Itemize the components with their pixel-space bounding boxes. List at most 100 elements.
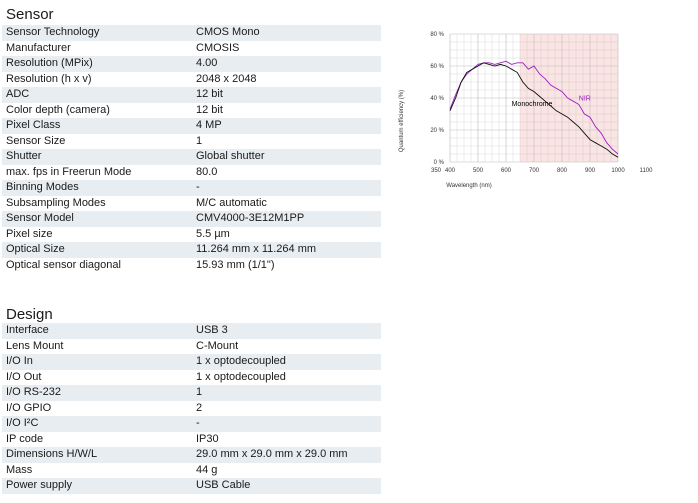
spec-key: Optical Size [2,242,192,258]
sensor-row: Pixel Class 4 MP [2,118,381,134]
series-label-monochrome: Monochrome [512,101,553,108]
x-tick-label: 600 [501,168,512,174]
sensor-row: Sensor Technology CMOS Mono [2,25,381,41]
spec-value: 4.00 [192,56,381,72]
spec-key: ADC [2,87,192,103]
spec-key: Resolution (h x v) [2,71,192,87]
design-row: Dimensions H/W/L 29.0 mm x 29.0 mm x 29.0… [2,447,381,463]
x-tick-label: 900 [585,168,596,174]
x-tick-label: 700 [529,168,540,174]
quantum-efficiency-chart: NIR Monochrome 350 400 500 600 700 800 900 1000 1… [399,32,654,189]
spec-key: I/O In [2,354,192,370]
spec-key: Power supply [2,478,192,494]
sensor-row: Resolution (MPix) 4.00 [2,56,381,72]
spec-key: max. fps in Freerun Mode [2,164,192,180]
series-line-nir [449,60,619,155]
x-axis-label: Wavelength (nm) [446,183,491,189]
sensor-row: Binning Modes - [2,180,381,196]
spec-value: 11.264 mm x 11.264 mm [192,242,381,258]
spec-value: USB Cable [192,478,381,494]
design-row: Power supply USB Cable [2,478,381,494]
spec-value: 80.0 [192,164,381,180]
spec-value: Global shutter [192,149,381,165]
sensor-row: Sensor Model CMV4000-3E12M1PP [2,211,381,227]
design-row: I/O GPIO 2 [2,400,381,416]
sensor-spec-table: Sensor Technology CMOS Mono Manufacturer CM… [2,25,381,273]
spec-key: Binning Modes [2,180,192,196]
spec-key: Shutter [2,149,192,165]
sensor-row: Optical Size 11.264 mm x 11.264 mm [2,242,381,258]
spec-key: Pixel Class [2,118,192,134]
x-tick-label: 1000 [611,168,625,174]
y-tick-label: 80 % [430,32,444,38]
spec-key: IP code [2,431,192,447]
x-tick-label: 350 [431,168,442,174]
spec-value: C-Mount [192,338,381,354]
spec-key: I/O Out [2,369,192,385]
design-row: I/O RS-232 1 [2,385,381,401]
spec-key: I/O RS-232 [2,385,192,401]
design-row: Lens Mount C-Mount [2,338,381,354]
spec-value: 2048 x 2048 [192,71,381,87]
design-row: I/O I²C - [2,416,381,432]
x-tick-label: 500 [473,168,484,174]
spec-value: CMOS Mono [192,25,381,41]
spec-key: Resolution (MPix) [2,56,192,72]
spec-value: 5.5 µm [192,226,381,242]
sensor-row: Shutter Global shutter [2,149,381,165]
spec-value: 12 bit [192,102,381,118]
design-row: Interface USB 3 [2,323,381,339]
sensor-row: max. fps in Freerun Mode 80.0 [2,164,381,180]
spec-value: M/C automatic [192,195,381,211]
design-row: Mass 44 g [2,462,381,478]
spec-value: 4 MP [192,118,381,134]
sensor-section-title: Sensor [6,6,54,23]
design-section-title: Design [6,306,53,323]
spec-value: USB 3 [192,323,381,339]
sensor-row: Resolution (h x v) 2048 x 2048 [2,71,381,87]
spec-value: 2 [192,400,381,416]
spec-key: Color depth (camera) [2,102,192,118]
spec-key: Manufacturer [2,40,192,56]
spec-value: CMOSIS [192,40,381,56]
spec-key: Interface [2,323,192,339]
spec-key: Sensor Model [2,211,192,227]
spec-value: 1 [192,133,381,149]
y-axis-label: Quantum efficiency (%) [399,90,405,152]
sensor-row: ADC 12 bit [2,87,381,103]
spec-value: 15.93 mm (1/1") [192,257,381,273]
spec-key: Sensor Size [2,133,192,149]
spec-value: 1 [192,385,381,401]
spec-key: Lens Mount [2,338,192,354]
y-tick-label: 40 % [430,96,444,102]
spec-value: - [192,180,381,196]
sensor-row: Sensor Size 1 [2,133,381,149]
spec-value: 1 x optodecoupled [192,369,381,385]
design-spec-table: Interface USB 3 Lens Mount C-Mount I/O In 1 x… [2,323,381,494]
spec-key: I/O I²C [2,416,192,432]
spec-key: Optical sensor diagonal [2,257,192,273]
sensor-row: Subsampling Modes M/C automatic [2,195,381,211]
sensor-row: Color depth (camera) 12 bit [2,102,381,118]
spec-value: CMV4000-3E12M1PP [192,211,381,227]
spec-value: 1 x optodecoupled [192,354,381,370]
sensor-row: Optical sensor diagonal 15.93 mm (1/1") [2,257,381,273]
spec-value: 44 g [192,462,381,478]
spec-value: IP30 [192,431,381,447]
x-tick-label: 1100 [640,168,654,174]
series-line-monochrome [449,62,619,158]
x-tick-label: 400 [445,168,456,174]
design-row: I/O In 1 x optodecoupled [2,354,381,370]
spec-value: - [192,416,381,432]
spec-key: Mass [2,462,192,478]
design-row: I/O Out 1 x optodecoupled [2,369,381,385]
y-tick-label: 0 % [434,160,445,166]
series-label-nir: NIR [579,95,591,102]
design-row: IP code IP30 [2,431,381,447]
spec-key: Sensor Technology [2,25,192,41]
spec-key: Pixel size [2,226,192,242]
x-tick-label: 800 [557,168,568,174]
sensor-row: Manufacturer CMOSIS [2,40,381,56]
spec-value: 12 bit [192,87,381,103]
spec-value: 29.0 mm x 29.0 mm x 29.0 mm [192,447,381,463]
